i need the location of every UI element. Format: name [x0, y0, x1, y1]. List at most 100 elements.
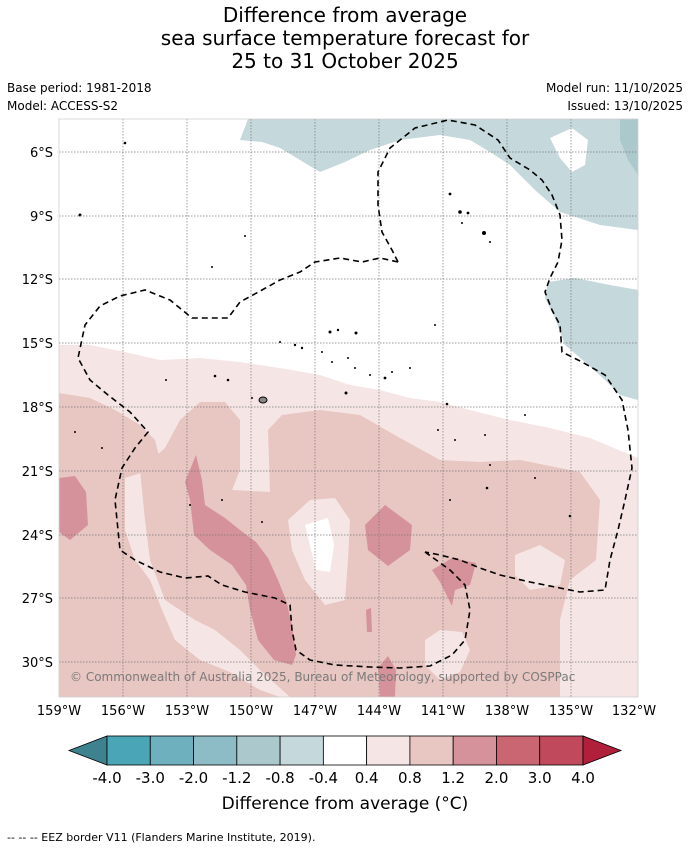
neutral-pocket-center [305, 518, 334, 572]
lon-tick: 147°W [293, 704, 337, 719]
colorbar-segment [149, 735, 194, 766]
island [409, 367, 411, 369]
lat-tick: 12°S [22, 273, 53, 288]
colorbar-extend-high [582, 735, 623, 766]
island [458, 210, 462, 214]
colorbar-segment [106, 735, 151, 766]
island [489, 241, 491, 243]
island [123, 141, 127, 145]
island [344, 391, 348, 395]
island [449, 499, 451, 501]
island [524, 414, 526, 416]
colorbar-segment [409, 735, 454, 766]
colorbar-ticks: -4.0 -3.0 -2.0 -1.2 -0.8 -0.4 0.4 0.8 1.2 2.0 3.0 4… [92, 769, 595, 787]
island [437, 429, 439, 431]
colorbar-tick-label: 2.0 [485, 769, 509, 787]
lon-tick: 138°W [485, 704, 529, 719]
island [448, 192, 452, 196]
latitude-axis: 6°S 9°S 12°S 15°S 18°S 21°S 24°S 27°S 30… [22, 146, 53, 671]
cool-anomaly-core [620, 119, 638, 175]
colorbar-tick-label: 0.8 [398, 769, 422, 787]
island [445, 402, 449, 406]
island [331, 361, 333, 363]
warm-anomaly-strong-west [59, 476, 88, 540]
meta-left: Base period: 1981-2018 Model: ACCESS-S2 [7, 79, 152, 115]
colorbar-tick-label: 4.0 [571, 769, 595, 787]
island [391, 371, 393, 373]
colorbar-tick-label: -3.0 [136, 769, 165, 787]
island [534, 477, 536, 479]
lat-tick: 27°S [22, 592, 53, 607]
copyright-notice: © Commonwealth of Australia 2025, Bureau… [70, 670, 575, 684]
colorbar-segment [322, 735, 368, 766]
lon-tick: 150°W [229, 704, 273, 719]
colorbar-tick-label: -0.4 [309, 769, 338, 787]
island [321, 351, 323, 353]
map-plot-area: © Commonwealth of Australia 2025, Bureau… [59, 119, 638, 697]
island [484, 434, 486, 436]
island [244, 235, 246, 237]
lat-tick: 6°S [30, 146, 53, 161]
island [466, 211, 470, 215]
colorbar-tick-label: -2.0 [179, 769, 208, 787]
lon-tick: 153°W [165, 704, 209, 719]
island [354, 367, 356, 369]
colorbar-segment [193, 735, 238, 766]
warm-anomaly-strong-center [365, 505, 412, 566]
lat-tick: 21°S [22, 465, 53, 480]
colorbar [67, 735, 623, 766]
colorbar-segment [279, 735, 324, 766]
warm-anomaly-light-east [515, 545, 565, 590]
island [279, 341, 281, 343]
colorbar-segment [236, 735, 281, 766]
colorbar-segment [496, 735, 541, 766]
island [165, 379, 167, 381]
lon-tick: 144°W [357, 704, 401, 719]
lat-tick: 24°S [22, 529, 53, 544]
island [383, 376, 387, 380]
colorbar-tick-label: -0.8 [265, 769, 294, 787]
lon-tick: 156°W [101, 704, 145, 719]
model-run: Model run: 11/10/2025 [545, 81, 683, 95]
colorbar-tick-label: 3.0 [528, 769, 552, 787]
island [482, 231, 486, 235]
island [489, 464, 491, 466]
lat-tick: 15°S [22, 337, 53, 352]
lon-tick: 135°W [549, 704, 593, 719]
island [211, 266, 213, 268]
island [74, 431, 76, 433]
lat-tick: 30°S [22, 656, 53, 671]
base-period: Base period: 1981-2018 [7, 81, 152, 95]
island [293, 343, 297, 347]
island [354, 331, 358, 335]
warm-anomaly-light-southeast [425, 630, 470, 680]
colorbar-extend-low [67, 735, 108, 766]
colorbar-segment [539, 735, 584, 766]
island [485, 486, 489, 490]
model-name: Model: ACCESS-S2 [7, 99, 119, 113]
lon-tick: 132°W [612, 704, 656, 719]
warm-anomaly-moderate-region [59, 393, 280, 697]
warm-anomaly-strong-band [185, 455, 296, 665]
island [454, 439, 456, 441]
island [189, 504, 191, 506]
island [226, 378, 230, 382]
island [328, 330, 332, 334]
island [369, 374, 371, 376]
title-line-3: 25 to 31 October 2025 [231, 49, 459, 73]
colorbar-tick-label: -1.2 [222, 769, 251, 787]
lon-tick: 141°W [421, 704, 465, 719]
island [300, 346, 304, 350]
eez-border-main [377, 119, 633, 593]
colorbar-tick-label: 0.4 [355, 769, 379, 787]
lat-tick: 9°S [30, 210, 53, 225]
map-title: Difference from average sea surface temp… [0, 4, 690, 73]
title-line-1: Difference from average [222, 3, 468, 27]
colorbar-tick-label: -4.0 [92, 769, 121, 787]
lat-tick: 18°S [22, 401, 53, 416]
colorbar-tick-label: 1.2 [441, 769, 465, 787]
cool-anomaly-region-north [240, 119, 638, 230]
eez-borders [77, 119, 633, 669]
eez-legend: -- -- -- EEZ border V11 (Flanders Marine… [7, 831, 316, 844]
